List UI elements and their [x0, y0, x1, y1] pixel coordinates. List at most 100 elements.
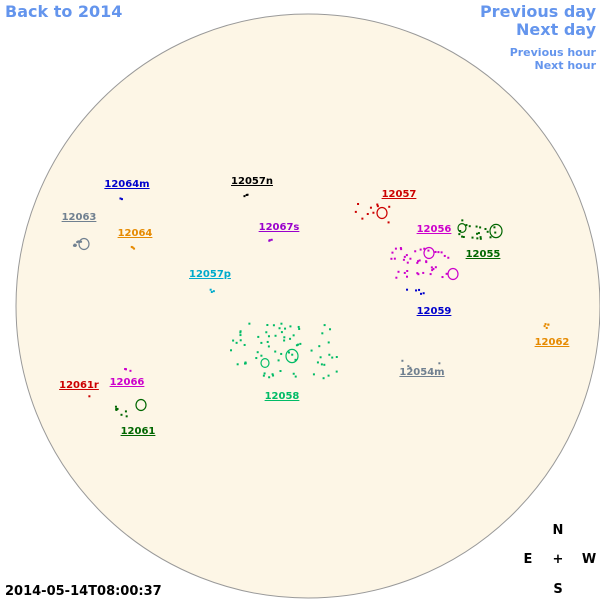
- next-day-link[interactable]: Next day: [516, 20, 597, 39]
- sunspot: [278, 327, 281, 330]
- sunspot: [124, 410, 127, 413]
- next-hour-link[interactable]: Next hour: [535, 59, 597, 72]
- sunspot: [327, 374, 330, 377]
- sunspot: [129, 369, 132, 372]
- region-label[interactable]: 12066: [110, 377, 145, 388]
- region-label[interactable]: 12063: [62, 212, 97, 223]
- region-label[interactable]: 12055: [466, 249, 501, 260]
- sunspot: [131, 246, 134, 249]
- sunspot: [440, 251, 443, 254]
- sunspot: [416, 272, 419, 275]
- sunspot: [292, 372, 295, 375]
- region-label[interactable]: 12058: [265, 391, 300, 402]
- sunspot: [427, 249, 430, 252]
- sunspot: [283, 339, 286, 342]
- back-link[interactable]: Back to 2014: [5, 2, 122, 21]
- sunspot: [76, 241, 79, 244]
- sunspot-contour: [447, 267, 459, 281]
- sunspot: [461, 235, 464, 238]
- region-label[interactable]: 12056: [417, 224, 452, 235]
- sunspot: [322, 377, 325, 380]
- sunspot: [310, 349, 313, 352]
- sunspot: [390, 257, 393, 260]
- sunspot: [486, 230, 489, 233]
- sunspot: [395, 276, 398, 279]
- sunspot: [418, 288, 421, 291]
- previous-hour-link[interactable]: Previous hour: [510, 46, 597, 59]
- sunspot: [462, 235, 465, 238]
- sunspot: [239, 331, 242, 334]
- sunspot: [262, 374, 265, 377]
- region-label[interactable]: 12059: [417, 306, 452, 317]
- sunspot: [299, 342, 302, 345]
- sunspot: [357, 203, 360, 206]
- compass-west: W: [582, 552, 596, 567]
- region-label[interactable]: 12057n: [231, 176, 273, 187]
- sunspot: [236, 363, 239, 366]
- sunspot: [243, 195, 246, 198]
- region-label[interactable]: 12064m: [104, 179, 149, 190]
- region-label[interactable]: 12057: [382, 189, 417, 200]
- sunspot: [277, 359, 280, 362]
- sunspot-contour: [423, 246, 435, 260]
- sunspot: [479, 226, 482, 229]
- sunspot: [115, 408, 118, 411]
- sunspot: [289, 325, 292, 328]
- sunspot: [476, 237, 479, 240]
- region-label[interactable]: 12062: [535, 337, 570, 348]
- sunspot: [445, 272, 448, 275]
- sunspot: [248, 322, 251, 325]
- region-label[interactable]: 12054m: [399, 367, 444, 378]
- sunspot: [437, 251, 440, 254]
- sunspot: [318, 345, 321, 348]
- compass-south: S: [553, 582, 562, 597]
- sunspot: [125, 415, 128, 418]
- sunspot: [244, 361, 247, 364]
- sunspot: [284, 327, 287, 330]
- sunspot: [397, 270, 400, 273]
- sunspot: [406, 275, 409, 278]
- sunspot: [115, 407, 118, 410]
- sunspot: [120, 198, 123, 201]
- sunspot: [459, 230, 462, 233]
- sunspot: [420, 292, 423, 295]
- sunspot: [124, 368, 127, 371]
- region-label[interactable]: 12061r: [59, 380, 99, 391]
- sunspot: [416, 261, 419, 264]
- sunspot: [319, 356, 322, 359]
- region-label[interactable]: 12067s: [259, 222, 300, 233]
- region-label[interactable]: 12061: [121, 426, 156, 437]
- sunspot: [294, 358, 297, 361]
- sunspot: [471, 236, 474, 239]
- sunspot: [406, 261, 409, 264]
- sunspot: [545, 326, 548, 329]
- region-label[interactable]: 12064: [118, 228, 153, 239]
- sunspot: [443, 254, 446, 257]
- sunspot: [239, 330, 242, 333]
- sunspot: [274, 350, 277, 353]
- sunspot: [405, 254, 408, 257]
- sunspot: [255, 357, 258, 360]
- sunspot: [279, 370, 282, 373]
- sunspot: [266, 340, 269, 343]
- sunspot: [331, 356, 334, 359]
- sunspot-contour: [457, 223, 467, 234]
- sunspot: [321, 332, 324, 335]
- sunspot: [230, 349, 233, 352]
- sunspot: [267, 335, 270, 338]
- sunspot-contour: [135, 398, 147, 412]
- sunspot: [468, 225, 471, 228]
- sunspot: [465, 224, 468, 227]
- sunspot: [543, 325, 546, 328]
- sunspot: [268, 376, 271, 379]
- region-label[interactable]: 12057p: [189, 269, 231, 280]
- sunspot: [288, 351, 291, 354]
- sunspot: [494, 231, 497, 234]
- sunspot: [328, 353, 331, 356]
- sunspot: [289, 337, 292, 340]
- sunspot: [401, 359, 404, 362]
- compass-center: +: [553, 552, 564, 567]
- sunspot: [447, 256, 450, 259]
- sunspot: [265, 331, 268, 334]
- previous-day-link[interactable]: Previous day: [480, 2, 597, 21]
